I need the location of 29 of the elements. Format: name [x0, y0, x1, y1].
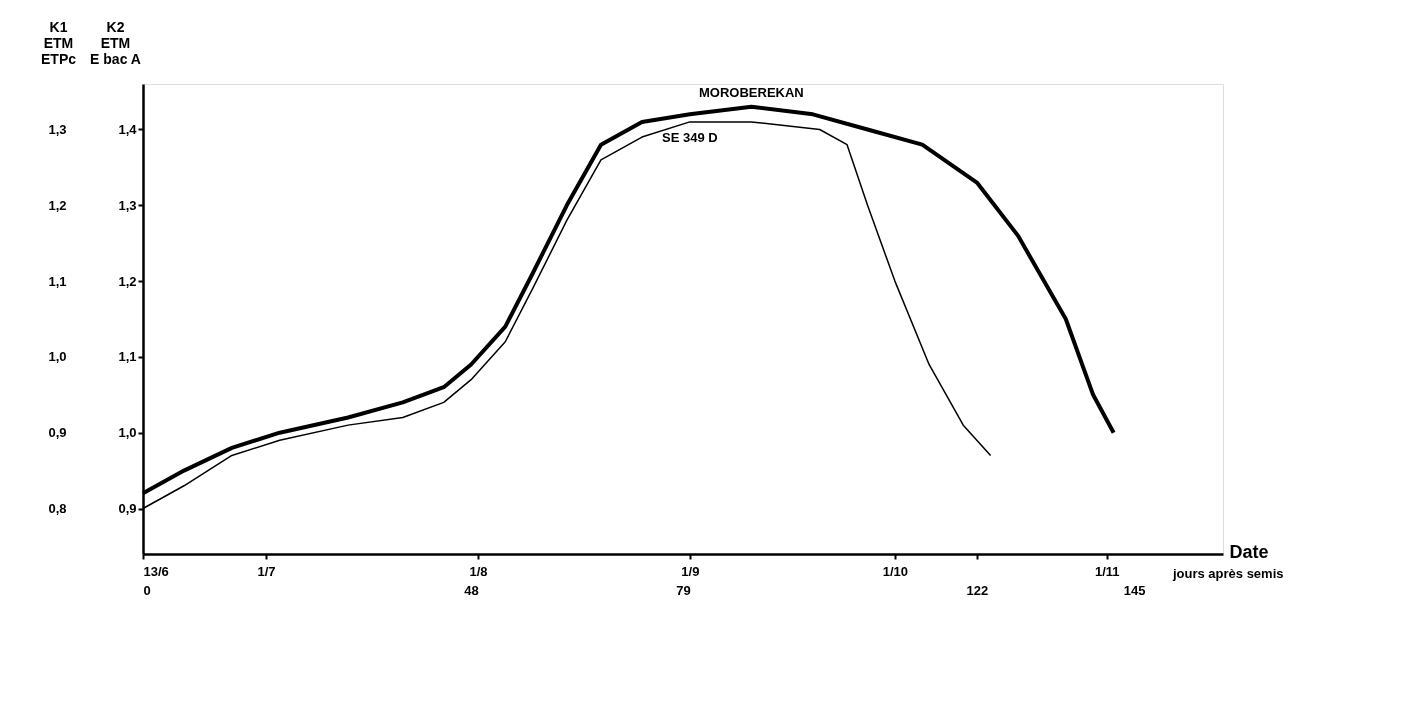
x-tick-label: 1/9	[681, 563, 700, 579]
x-tick-label: 13/6	[143, 563, 169, 579]
y-tick-label: 1,1	[118, 349, 137, 365]
x-tick-label: 1/11	[1095, 563, 1120, 579]
y2-tick-label: 0,9	[48, 425, 67, 441]
y2-tick-label: 1,1	[48, 273, 67, 289]
x-tick-label: 1/7	[257, 563, 276, 579]
x2-tick-label: 0	[143, 582, 151, 598]
y-tick-label: 1,0	[118, 425, 137, 441]
x2-tick-label: 48	[464, 582, 479, 598]
x2-tick-label: 145	[1123, 582, 1146, 598]
y2-tick-label: 1,2	[48, 197, 67, 213]
y2-tick-label: 0,8	[48, 501, 67, 517]
x2-tick-label: 79	[676, 582, 691, 598]
y-tick-label: 0,9	[118, 501, 137, 517]
x2-tick-label: 122	[966, 582, 989, 598]
x2-axis-title: jours après semis	[1171, 565, 1284, 581]
y-axis-title: K2 ETM E bac A	[90, 18, 141, 67]
y2-axis-title: K1 ETM ETPc	[40, 18, 77, 67]
y-tick-label: 1,3	[118, 197, 137, 213]
y2-tick-label: 1,0	[48, 349, 67, 365]
y2-tick-label: 1,3	[48, 121, 67, 137]
x-tick-label: 1/8	[469, 563, 488, 579]
series-label: SE 349 D	[662, 129, 718, 145]
x-axis-title: Date	[1229, 541, 1269, 562]
x-tick-label: 1/10	[882, 563, 909, 579]
series-label: MOROBEREKAN	[698, 84, 804, 100]
y-tick-label: 1,2	[118, 273, 137, 289]
y-tick-label: 1,4	[118, 121, 138, 137]
